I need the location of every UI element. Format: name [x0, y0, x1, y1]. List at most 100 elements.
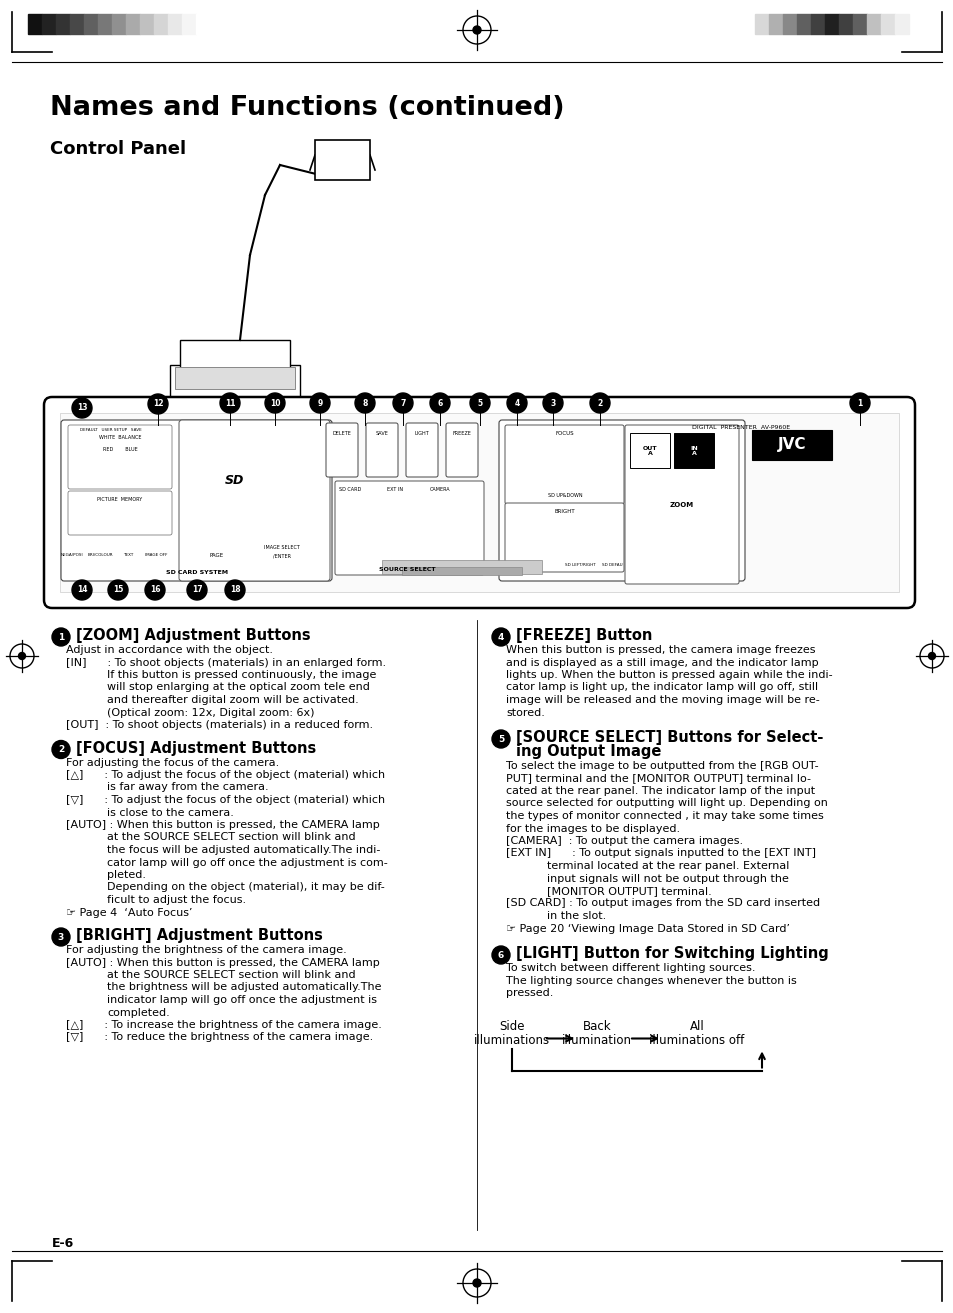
Circle shape: [52, 928, 70, 945]
Circle shape: [492, 945, 510, 964]
Text: cator lamp will go off once the adjustment is com-: cator lamp will go off once the adjustme…: [107, 857, 387, 868]
Text: All: All: [689, 1020, 703, 1033]
Text: 6: 6: [436, 399, 442, 407]
Text: completed.: completed.: [107, 1007, 170, 1018]
Text: BRIGHT: BRIGHT: [554, 509, 575, 513]
Text: [CAMERA]  : To output the camera images.: [CAMERA] : To output the camera images.: [505, 836, 742, 846]
Text: 14: 14: [76, 586, 87, 595]
Text: cator lamp is light up, the indicator lamp will go off, still: cator lamp is light up, the indicator la…: [505, 683, 818, 692]
FancyBboxPatch shape: [68, 491, 172, 534]
Text: illuminations off: illuminations off: [649, 1033, 744, 1046]
Text: pressed.: pressed.: [505, 987, 553, 998]
Bar: [401, 567, 521, 575]
Bar: [180, 340, 290, 368]
Text: PICTURE  MEMORY: PICTURE MEMORY: [97, 498, 143, 502]
Text: 4: 4: [514, 399, 519, 407]
Text: IMAGE SELECT: IMAGE SELECT: [264, 545, 299, 550]
Text: Control Panel: Control Panel: [50, 140, 186, 158]
Circle shape: [542, 393, 562, 414]
Text: E-6: E-6: [52, 1237, 74, 1250]
Bar: [754, 14, 768, 34]
Circle shape: [310, 393, 330, 414]
Text: 2: 2: [597, 399, 602, 407]
Text: 7: 7: [400, 399, 405, 407]
Text: CAMERA: CAMERA: [429, 487, 450, 492]
Text: PAGE: PAGE: [210, 553, 224, 558]
Text: [OUT]  : To shoot objects (materials) in a reduced form.: [OUT] : To shoot objects (materials) in …: [66, 720, 373, 730]
Bar: [174, 368, 294, 389]
Circle shape: [145, 580, 165, 600]
Text: Back: Back: [582, 1020, 611, 1033]
Text: 1: 1: [857, 399, 862, 407]
Text: To select the image to be outputted from the [RGB OUT-: To select the image to be outputted from…: [505, 762, 818, 771]
Text: ☞ Page 20 ‘Viewing Image Data Stored in SD Card’: ☞ Page 20 ‘Viewing Image Data Stored in …: [505, 923, 789, 934]
Text: To switch between different lighting sources.: To switch between different lighting sou…: [505, 962, 755, 973]
Text: illumination: illumination: [561, 1033, 631, 1046]
Bar: [70, 14, 84, 34]
Circle shape: [492, 628, 510, 646]
Bar: [768, 14, 782, 34]
Text: TEXT: TEXT: [123, 553, 133, 557]
Circle shape: [849, 393, 869, 414]
Text: 5: 5: [476, 399, 482, 407]
Circle shape: [506, 393, 526, 414]
Bar: [629, 433, 669, 467]
Text: [AUTO] : When this button is pressed, the CAMERA lamp: [AUTO] : When this button is pressed, th…: [66, 957, 379, 968]
Text: If this button is pressed continuously, the image: If this button is pressed continuously, …: [107, 670, 376, 680]
Bar: [824, 14, 838, 34]
Text: [LIGHT] Button for Switching Lighting: [LIGHT] Button for Switching Lighting: [516, 945, 828, 961]
Text: EXT IN: EXT IN: [387, 487, 402, 492]
Circle shape: [470, 393, 490, 414]
Text: source selected for outputting will light up. Depending on: source selected for outputting will ligh…: [505, 798, 827, 809]
Text: [EXT IN]      : To output signals inputted to the [EXT INT]: [EXT IN] : To output signals inputted to…: [505, 848, 815, 859]
Text: 8: 8: [362, 399, 367, 407]
Text: [△]      : To increase the brightness of the camera image.: [△] : To increase the brightness of the …: [66, 1020, 381, 1029]
Circle shape: [393, 393, 413, 414]
Text: Side: Side: [498, 1020, 524, 1033]
Bar: [112, 14, 126, 34]
Text: lights up. When the button is pressed again while the indi-: lights up. When the button is pressed ag…: [505, 670, 832, 680]
Text: SD CARD: SD CARD: [338, 487, 361, 492]
Text: 4: 4: [497, 633, 503, 642]
Text: [ZOOM] Adjustment Buttons: [ZOOM] Adjustment Buttons: [76, 628, 311, 643]
Circle shape: [71, 580, 91, 600]
Text: IMAGE OFF: IMAGE OFF: [145, 553, 167, 557]
Text: in the slot.: in the slot.: [546, 911, 605, 920]
FancyBboxPatch shape: [179, 420, 330, 580]
Text: ing Output Image: ing Output Image: [516, 744, 660, 759]
Text: DELETE: DELETE: [333, 431, 351, 436]
Circle shape: [355, 393, 375, 414]
Bar: [153, 14, 168, 34]
Text: [△]      : To adjust the focus of the object (material) which: [△] : To adjust the focus of the object …: [66, 769, 385, 780]
Text: is far away from the camera.: is far away from the camera.: [107, 783, 269, 793]
Text: the brightness will be adjusted automatically.The: the brightness will be adjusted automati…: [107, 982, 381, 993]
Bar: [195, 14, 210, 34]
Circle shape: [225, 580, 245, 600]
Text: LIGHT: LIGHT: [415, 431, 429, 436]
Text: When this button is pressed, the camera image freezes: When this button is pressed, the camera …: [505, 645, 815, 655]
Circle shape: [492, 730, 510, 748]
Text: 17: 17: [192, 586, 202, 595]
Text: terminal located at the rear panel. External: terminal located at the rear panel. Exte…: [546, 861, 788, 871]
Circle shape: [339, 506, 359, 525]
Text: for the images to be displayed.: for the images to be displayed.: [505, 823, 679, 834]
Text: 10: 10: [270, 399, 280, 407]
Text: [MONITOR OUTPUT] terminal.: [MONITOR OUTPUT] terminal.: [546, 886, 711, 895]
Bar: [782, 14, 796, 34]
FancyBboxPatch shape: [335, 481, 483, 575]
Bar: [314, 140, 370, 180]
Text: at the SOURCE SELECT section will blink and: at the SOURCE SELECT section will blink …: [107, 970, 355, 979]
Text: IN
A: IN A: [689, 445, 698, 457]
Text: 2: 2: [58, 746, 64, 755]
Circle shape: [52, 741, 70, 759]
Bar: [894, 14, 908, 34]
Text: [FREEZE] Button: [FREEZE] Button: [516, 628, 652, 643]
Text: 18: 18: [230, 586, 240, 595]
Bar: [182, 14, 195, 34]
Bar: [751, 429, 831, 460]
Text: Adjust in accordance with the object.: Adjust in accordance with the object.: [66, 645, 273, 655]
Circle shape: [52, 628, 70, 646]
Text: DEFAULT   USER SETUP   SAVE: DEFAULT USER SETUP SAVE: [80, 428, 142, 432]
Text: [FOCUS] Adjustment Buttons: [FOCUS] Adjustment Buttons: [76, 741, 315, 755]
Text: and thereafter digital zoom will be activated.: and thereafter digital zoom will be acti…: [107, 695, 358, 705]
